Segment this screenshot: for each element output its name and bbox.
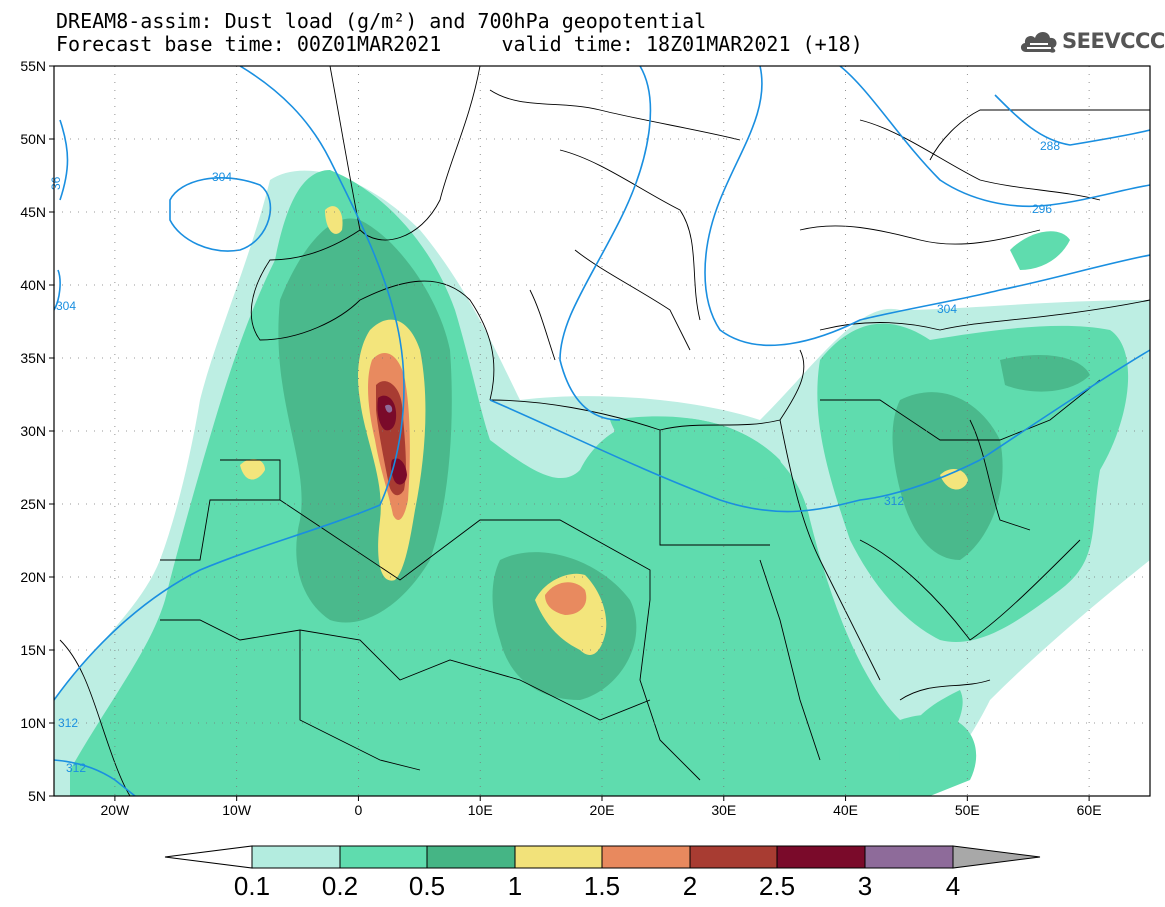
latitude-tick-label: 10N: [20, 715, 46, 731]
contour-label: 304: [212, 170, 232, 184]
colorbar-label: 2.5: [758, 871, 796, 901]
longitude-tick-label: 50E: [955, 802, 980, 818]
colorbar-swatch-2.5-3: [776, 845, 866, 869]
dust-level-1.5-area: [545, 582, 587, 615]
longitude-axis: 20W 10W 0 10E 20E 30E 40E 50E 60E: [100, 796, 1102, 818]
graticule: [54, 66, 1150, 796]
longitude-tick-label: 20W: [100, 802, 130, 818]
dust-level-3-area: [385, 404, 393, 413]
latitude-tick-label: 25N: [20, 496, 46, 512]
colorbar: [164, 845, 1041, 869]
colorbar-label: 0.1: [233, 871, 271, 901]
contour-label: 312: [884, 494, 904, 508]
contour-label: 312: [66, 761, 86, 775]
latitude-tick-label: 45N: [20, 204, 46, 220]
contour-labels: 304 304 288 296 304 312 312 312 36: [49, 139, 1060, 775]
latitude-axis: 55N 50N 45N 40N 35N 30N 25N 20N 15N 10N 5N: [20, 58, 54, 804]
longitude-tick-label: 40E: [833, 802, 858, 818]
latitude-tick-label: 30N: [20, 423, 46, 439]
longitude-tick-label: 10W: [222, 802, 252, 818]
dust-load-shading: [54, 170, 1150, 796]
contour-label: 288: [1040, 139, 1060, 153]
dust-level-0.2-area: [899, 690, 963, 780]
colorbar-swatch-2-2.5: [689, 845, 778, 869]
cloud-icon: [1020, 32, 1057, 53]
latitude-tick-label: 55N: [20, 58, 46, 74]
dust-level-1-area: [940, 468, 968, 490]
map-title: DREAM8-assim: Dust load (g/m²) and 700hP…: [56, 9, 707, 33]
colorbar-swatch-0.2-0.5: [339, 845, 428, 869]
longitude-tick-label: 0: [355, 802, 363, 818]
colorbar-swatch-3-4: [864, 845, 954, 869]
dust-level-0.2-area: [610, 416, 782, 481]
colorbar-label: 0.2: [321, 871, 359, 901]
logo-text: SEEVCCC: [1062, 29, 1165, 53]
latitude-tick-label: 20N: [20, 569, 46, 585]
contour-label: 304: [937, 302, 957, 316]
latitude-tick-label: 15N: [20, 642, 46, 658]
contour-label: 36: [49, 176, 63, 190]
colorbar-swatch-0.1-0.2: [251, 845, 341, 869]
longitude-tick-label: 20E: [590, 802, 615, 818]
dust-level-1-area: [240, 458, 265, 480]
colorbar-label: 1: [507, 871, 523, 901]
dust-level-0.2-area: [1010, 231, 1070, 270]
latitude-tick-label: 40N: [20, 277, 46, 293]
dust-level-1-area: [325, 206, 343, 234]
colorbar-high-arrow: [952, 845, 1041, 869]
latitude-tick-label: 35N: [20, 350, 46, 366]
colorbar-label: 0.5: [408, 871, 446, 901]
longitude-tick-label: 60E: [1077, 802, 1102, 818]
longitude-tick-label: 30E: [711, 802, 736, 818]
seevccc-logo: SEEVCCC: [1018, 26, 1165, 60]
latitude-tick-label: 5N: [28, 788, 46, 804]
colorbar-swatch-1.5-2: [601, 845, 691, 869]
contour-label: 304: [56, 299, 76, 313]
latitude-tick-label: 50N: [20, 131, 46, 147]
colorbar-low-arrow: [164, 845, 253, 869]
country-borders: [59, 66, 1150, 796]
colorbar-label: 1.5: [583, 871, 621, 901]
dust-level-2.5-area: [377, 395, 397, 431]
contour-label: 296: [1032, 202, 1052, 216]
forecast-time-subtitle: Forecast base time: 00Z01MAR2021 valid t…: [56, 32, 863, 56]
longitude-tick-label: 10E: [468, 802, 493, 818]
geopotential-contours: [54, 66, 1150, 796]
dust-level-2.5-area: [390, 458, 407, 485]
colorbar-label: 2: [682, 871, 698, 901]
colorbar-label: 4: [945, 871, 961, 901]
dust-level-0.5-area: [1000, 355, 1090, 392]
colorbar-label: 3: [857, 871, 873, 901]
colorbar-swatch-0.5-1: [426, 845, 516, 869]
contour-label: 312: [58, 716, 78, 730]
colorbar-swatch-1-1.5: [514, 845, 603, 869]
